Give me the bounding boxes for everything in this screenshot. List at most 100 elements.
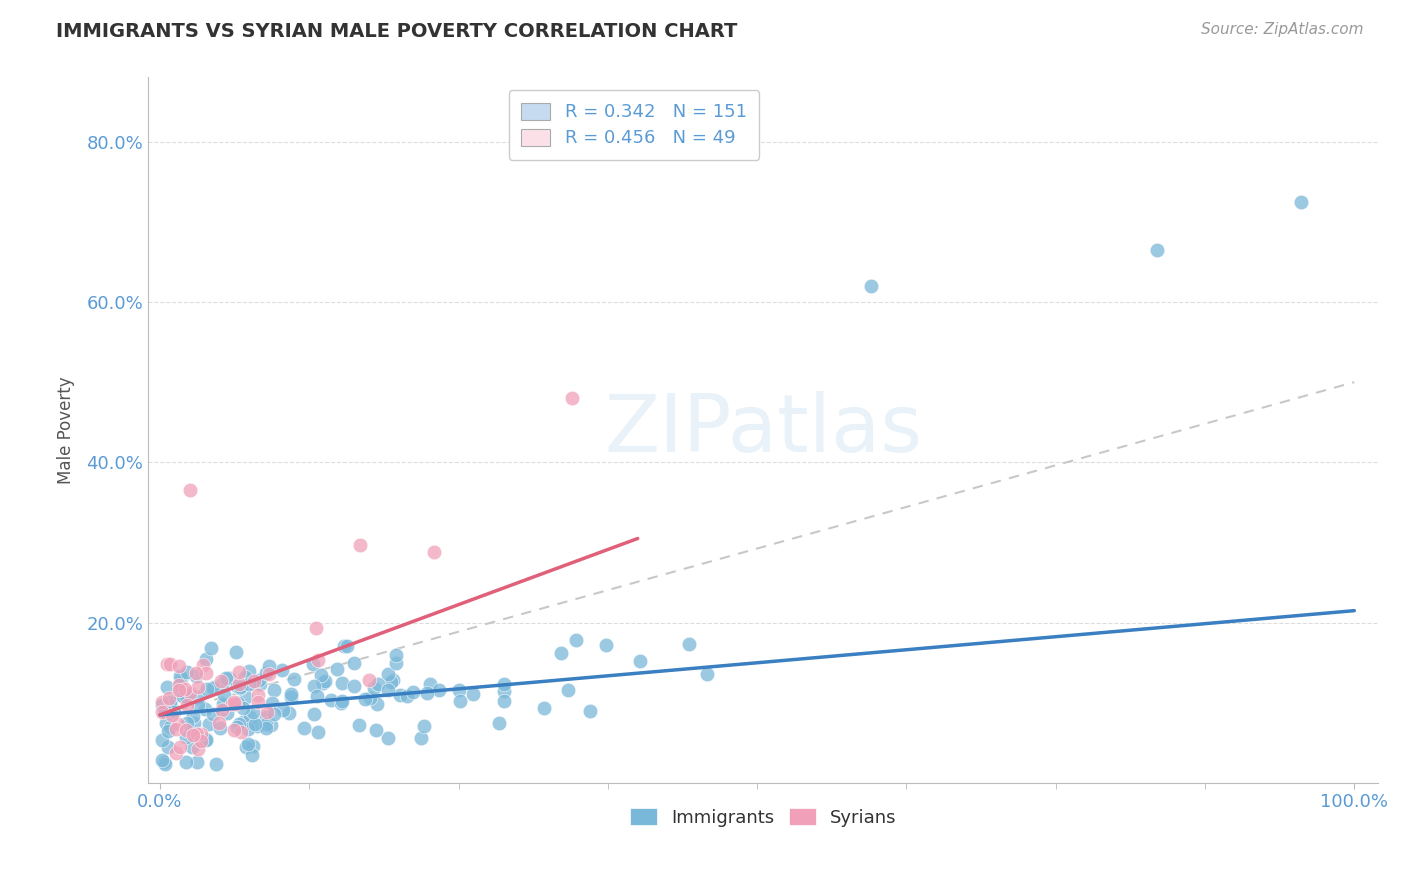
Point [256, 721, 278, 735]
Point [186, 668, 208, 682]
Point [245, 716, 267, 731]
Point [195, 731, 218, 746]
Point [395, 689, 418, 703]
Point [389, 689, 412, 703]
Point [169, 669, 191, 683]
Point [235, 690, 257, 705]
Point [150, 705, 173, 719]
Point [187, 742, 209, 756]
Point [186, 698, 208, 712]
Point [190, 727, 212, 741]
Point [183, 715, 205, 730]
Point [194, 732, 217, 747]
Y-axis label: Male Poverty: Male Poverty [58, 376, 75, 484]
Point [176, 690, 198, 704]
Point [197, 717, 219, 731]
Point [349, 538, 371, 552]
Point [353, 692, 375, 706]
Point [447, 682, 470, 697]
Point [169, 739, 191, 754]
Point [159, 699, 181, 714]
Point [150, 698, 173, 713]
Text: IMMIGRANTS VS SYRIAN MALE POVERTY CORRELATION CHART: IMMIGRANTS VS SYRIAN MALE POVERTY CORREL… [56, 22, 738, 41]
Point [385, 656, 408, 670]
Point [163, 705, 186, 719]
Point [169, 674, 191, 689]
Point [239, 710, 262, 724]
Point [343, 679, 366, 693]
Point [181, 708, 204, 723]
Point [565, 633, 588, 648]
Point [277, 706, 299, 720]
Point [170, 672, 193, 686]
Point [195, 682, 218, 697]
Point [243, 673, 266, 688]
Point [238, 664, 260, 678]
Point [236, 723, 259, 737]
Point [247, 695, 270, 709]
Point [211, 703, 233, 717]
Text: Source: ZipAtlas.com: Source: ZipAtlas.com [1201, 22, 1364, 37]
Point [190, 734, 212, 748]
Point [155, 681, 177, 695]
Point [159, 690, 181, 705]
Point [283, 672, 305, 686]
Point [165, 723, 187, 737]
Point [364, 723, 387, 737]
Point [159, 720, 181, 734]
Point [385, 648, 408, 663]
Point [232, 701, 254, 715]
Point [174, 756, 197, 770]
Point [169, 681, 191, 696]
Point [280, 690, 302, 704]
Point [254, 709, 277, 723]
Point [228, 665, 250, 679]
Point [309, 667, 332, 681]
Point [160, 702, 183, 716]
Point [179, 483, 201, 498]
Point [271, 703, 294, 717]
Point [246, 718, 269, 732]
Point [211, 677, 233, 691]
Point [419, 677, 441, 691]
Point [208, 716, 231, 731]
Point [235, 739, 257, 754]
Point [242, 705, 264, 719]
Point [176, 716, 198, 731]
Point [157, 723, 180, 738]
Point [212, 698, 235, 712]
Point [191, 658, 214, 673]
Point [169, 688, 191, 702]
Point [150, 695, 173, 709]
Point [260, 718, 283, 732]
Point [159, 657, 181, 671]
Point [153, 756, 176, 771]
Point [224, 723, 246, 737]
Point [416, 686, 439, 700]
Point [167, 659, 190, 673]
Point [357, 673, 380, 687]
Point [242, 739, 264, 753]
Point [409, 731, 432, 746]
Point [260, 696, 283, 710]
Point [578, 704, 600, 718]
Point [561, 391, 583, 405]
Point [179, 685, 201, 699]
Point [150, 753, 173, 767]
Point [343, 656, 366, 670]
Point [314, 673, 336, 688]
Point [550, 646, 572, 660]
Point [292, 722, 315, 736]
Point [247, 689, 270, 703]
Point [201, 706, 224, 721]
Point [256, 705, 278, 719]
Point [336, 639, 359, 653]
Point [347, 718, 370, 732]
Point [165, 746, 187, 760]
Point [319, 692, 342, 706]
Point [181, 728, 204, 742]
Point [177, 688, 200, 702]
Point [167, 683, 190, 698]
Point [225, 679, 247, 693]
Point [305, 621, 328, 635]
